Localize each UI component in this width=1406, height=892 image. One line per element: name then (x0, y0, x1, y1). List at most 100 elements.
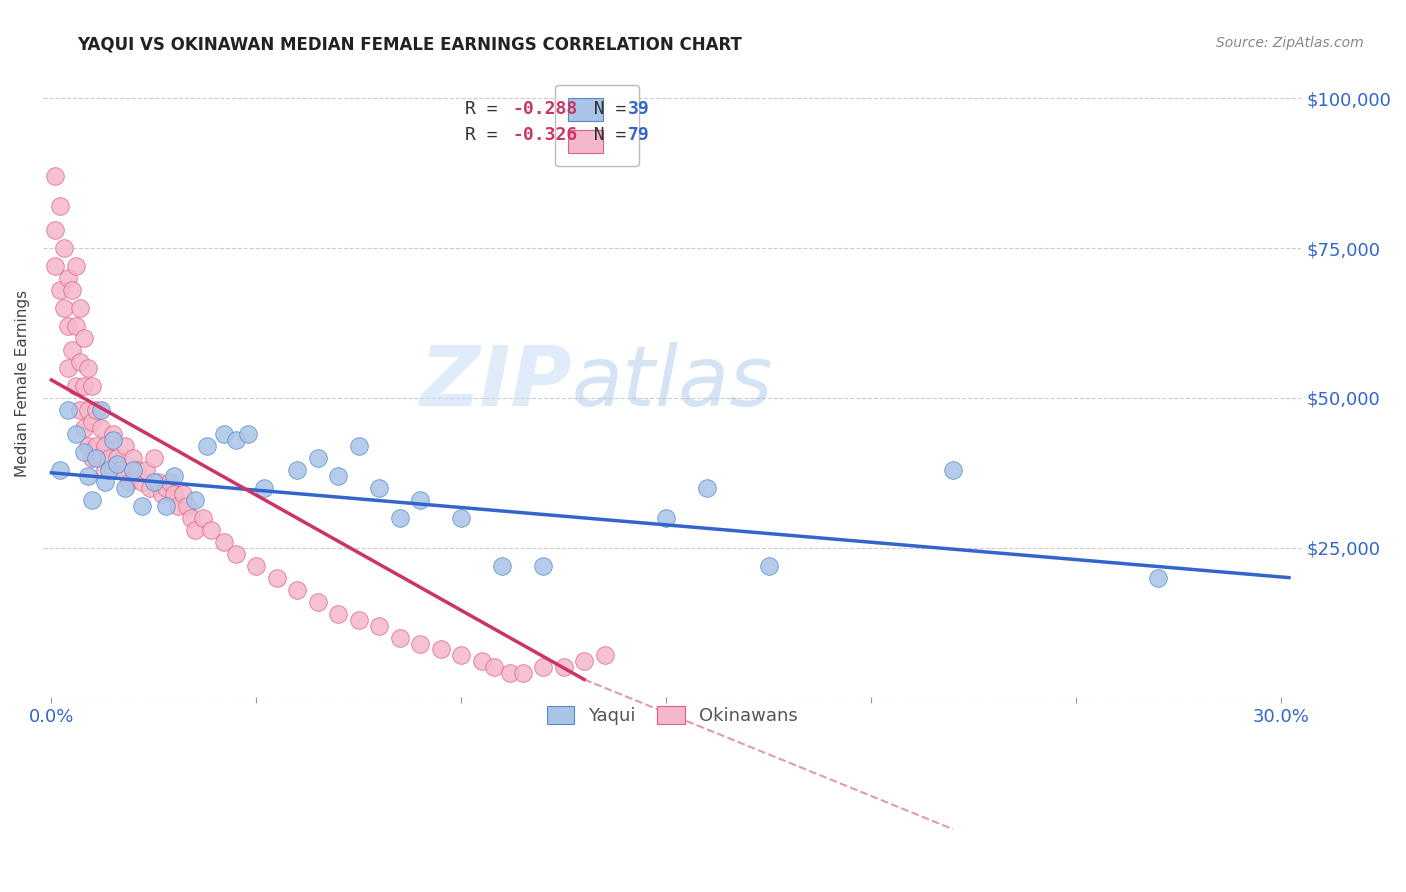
Point (593, 648, 616, 663)
Text: -0.326: -0.326 (512, 126, 578, 144)
Point (105, 457, 128, 471)
Text: YAQUI VS OKINAWAN MEDIAN FEMALE EARNINGS CORRELATION CHART: YAQUI VS OKINAWAN MEDIAN FEMALE EARNINGS… (77, 36, 742, 54)
Point (253, 481, 276, 495)
Point (48, 283, 70, 297)
Point (450, 510, 472, 524)
Text: Source: ZipAtlas.com: Source: ZipAtlas.com (1216, 36, 1364, 50)
Point (191, 510, 214, 524)
Point (60, 343, 83, 357)
Point (56, 319, 79, 334)
Point (285, 463, 308, 477)
Point (65, 426, 87, 441)
Point (114, 439, 136, 453)
Point (409, 492, 432, 507)
Point (60, 283, 83, 297)
Point (73, 379, 96, 393)
Point (52, 241, 75, 255)
Point (73, 421, 96, 435)
Point (93, 439, 115, 453)
Point (491, 558, 513, 573)
Text: -0.288: -0.288 (512, 101, 578, 119)
Point (142, 475, 165, 489)
Point (97, 450, 120, 465)
Point (200, 523, 222, 537)
Text: atlas: atlas (572, 343, 773, 424)
Text: R =: R = (44, 697, 46, 698)
Point (131, 499, 153, 513)
Point (73, 445, 96, 459)
Point (101, 433, 124, 447)
Point (93, 475, 115, 489)
Point (942, 463, 965, 477)
Point (44, 223, 66, 237)
Point (499, 666, 522, 681)
Point (409, 636, 432, 650)
Point (105, 450, 128, 465)
Point (1146, 571, 1168, 585)
Text: N =: N = (572, 101, 637, 119)
Point (758, 558, 780, 573)
Point (167, 499, 190, 513)
Point (69, 301, 91, 315)
Point (56, 361, 79, 376)
Point (86, 450, 108, 465)
Point (307, 450, 329, 465)
Point (56, 403, 79, 417)
Point (90, 450, 112, 465)
Point (48, 199, 70, 213)
Point (429, 642, 451, 657)
Point (101, 426, 124, 441)
Point (90, 403, 112, 417)
Point (97, 463, 120, 477)
Point (236, 426, 259, 441)
Point (65, 319, 87, 334)
Point (44, 169, 66, 184)
Point (572, 655, 595, 669)
Point (195, 439, 218, 453)
Point (77, 403, 100, 417)
Point (553, 660, 575, 674)
Point (225, 433, 247, 447)
Point (328, 607, 350, 621)
Point (266, 571, 288, 585)
Point (212, 426, 235, 441)
Point (696, 481, 718, 495)
Point (347, 613, 370, 627)
Point (368, 481, 391, 495)
Point (159, 475, 181, 489)
Point (482, 660, 505, 674)
Point (65, 379, 87, 393)
Point (307, 594, 329, 608)
Text: 79: 79 (628, 126, 650, 144)
Point (245, 558, 267, 573)
Point (155, 499, 177, 513)
Point (225, 547, 247, 561)
Point (93, 463, 115, 477)
Text: 39: 39 (628, 101, 650, 119)
Point (347, 439, 370, 453)
Point (118, 475, 141, 489)
Point (122, 463, 145, 477)
Y-axis label: Median Female Earnings: Median Female Earnings (15, 289, 30, 476)
Point (471, 655, 494, 669)
Point (82, 379, 104, 393)
Point (82, 450, 104, 465)
Point (122, 450, 145, 465)
Point (77, 468, 100, 483)
Point (101, 463, 124, 477)
Point (328, 468, 350, 483)
Text: N =: N = (572, 126, 637, 144)
Point (172, 487, 194, 501)
Point (135, 463, 157, 477)
Point (52, 301, 75, 315)
Point (90, 421, 112, 435)
Point (69, 403, 91, 417)
Legend: Yaqui, Okinawans: Yaqui, Okinawans (540, 698, 806, 732)
Point (127, 463, 149, 477)
Point (73, 331, 96, 345)
Point (180, 510, 202, 524)
Point (131, 475, 153, 489)
Point (388, 510, 411, 524)
Point (82, 415, 104, 429)
Point (114, 481, 136, 495)
